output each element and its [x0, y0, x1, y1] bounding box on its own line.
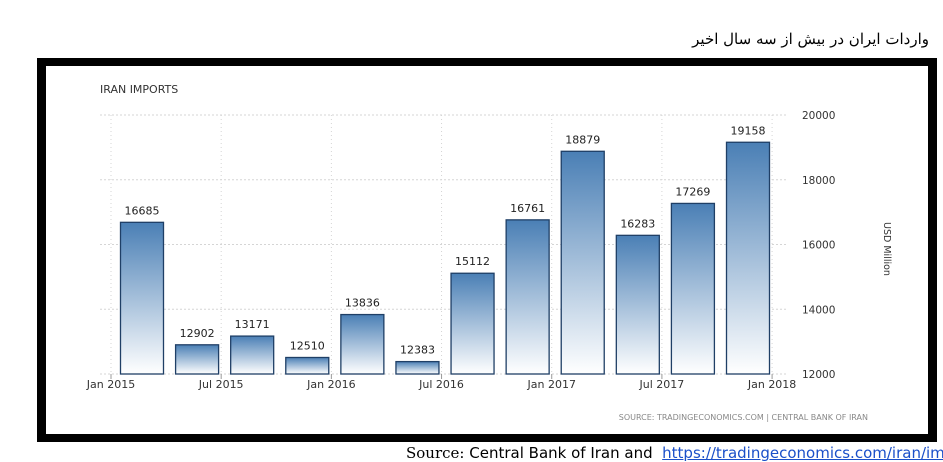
bar-value-label: 15112: [455, 255, 490, 268]
bar-value-label: 19158: [731, 124, 766, 137]
bar-value-label: 16685: [125, 204, 160, 217]
x-tick-label: Jan 2016: [306, 378, 355, 391]
bar: [615, 234, 660, 375]
x-tick-label: Jan 2017: [527, 378, 576, 391]
source-text: Central Bank of Iran and: [469, 444, 653, 462]
y-tick-label: 16000: [802, 240, 835, 252]
bar: [725, 141, 771, 375]
source-footer: Source: Central Bank of Iran and https:/…: [406, 444, 943, 462]
bar-value-label: 13836: [345, 297, 380, 310]
x-tick-label: Jan 2018: [747, 378, 796, 391]
bar: [395, 360, 440, 375]
y-tick-label: 18000: [802, 175, 835, 187]
bar: [670, 202, 716, 375]
bar: [450, 272, 495, 375]
bar-value-label: 12510: [290, 339, 325, 352]
bar: [560, 150, 605, 375]
bar-value-label: 16761: [510, 202, 545, 215]
bar-value-label: 13171: [235, 318, 270, 331]
source-word: Source:: [406, 444, 465, 462]
chart-credit: SOURCE: TRADINGECONOMICS.COM | CENTRAL B…: [619, 413, 868, 422]
bar: [230, 335, 275, 375]
x-tick-label: Jul 2016: [418, 378, 464, 391]
y-tick-label: 12000: [802, 369, 835, 381]
x-tick-label: Jul 2017: [639, 378, 685, 391]
y-axis-label: USD Million: [881, 222, 892, 276]
bar-value-label: 18879: [565, 133, 600, 146]
bar-value-label: 17269: [675, 185, 710, 198]
y-tick-label: 14000: [802, 304, 835, 316]
imports-bar-chart: 12000 14000 16000 18000 20000 16685 12902 13171…: [86, 83, 892, 422]
bar: [285, 356, 330, 375]
bar: [174, 344, 220, 375]
page-heading: واردات ایران در بیش از سه سال اخیر: [692, 30, 929, 48]
bar-value-label: 16283: [620, 217, 655, 230]
bar: [340, 313, 385, 375]
bar-value-label: 12902: [180, 327, 215, 340]
bar: [505, 219, 550, 375]
chart-panel: 12000 14000 16000 18000 20000 16685 12902 13171…: [46, 66, 928, 434]
x-tick-label: Jul 2015: [198, 378, 244, 391]
x-tick-label: Jan 2015: [86, 378, 135, 391]
bar: [119, 221, 165, 375]
source-link[interactable]: https://tradingeconomics.com/iran/import…: [662, 444, 943, 462]
bar-value-label: 12383: [400, 344, 435, 357]
chart-title: IRAN IMPORTS: [100, 83, 178, 96]
y-tick-label: 20000: [802, 110, 835, 122]
